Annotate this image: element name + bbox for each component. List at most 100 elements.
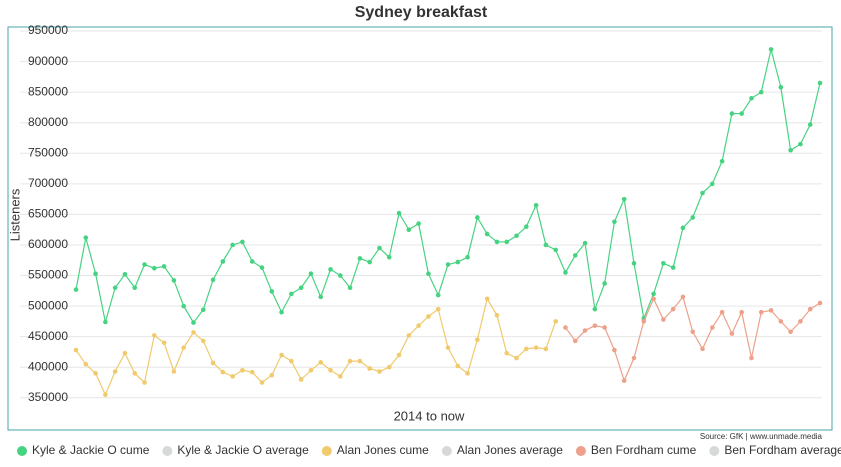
- data-point: [758, 309, 764, 315]
- data-point: [73, 287, 79, 292]
- data-point: [152, 333, 157, 338]
- data-point: [553, 319, 558, 324]
- data-point: [788, 147, 793, 153]
- data-point: [230, 374, 235, 379]
- data-point: [553, 247, 558, 253]
- data-point: [132, 371, 138, 376]
- data-point: [435, 306, 441, 312]
- data-point: [318, 294, 324, 300]
- data-point: [328, 267, 333, 272]
- data-point: [406, 227, 412, 232]
- data-point: [259, 265, 265, 270]
- data-point: [220, 259, 226, 264]
- data-point: [680, 294, 686, 300]
- data-point: [220, 369, 226, 375]
- data-point: [171, 369, 177, 374]
- data-point: [465, 371, 470, 376]
- data-point: [308, 271, 314, 277]
- data-point: [279, 352, 284, 358]
- data-point: [181, 345, 186, 350]
- legend-label: Alan Jones average: [457, 443, 563, 457]
- y-axis-label: Listeners: [7, 188, 22, 241]
- data-point: [631, 355, 637, 361]
- data-point: [700, 346, 705, 352]
- data-point: [572, 338, 578, 344]
- chart-title: Sydney breakfast: [355, 4, 488, 21]
- data-point: [768, 308, 774, 313]
- data-point: [749, 355, 754, 361]
- y-tick-label: 850000: [28, 84, 68, 98]
- series-line: [564, 295, 821, 383]
- data-point: [543, 346, 549, 352]
- data-point: [103, 319, 108, 325]
- y-tick-label: 550000: [28, 268, 68, 282]
- legend-label: Alan Jones cume: [337, 443, 429, 457]
- data-point: [377, 369, 382, 374]
- legend-swatch: [709, 446, 720, 456]
- data-point: [200, 338, 206, 344]
- y-tick-label: 450000: [28, 329, 68, 343]
- data-point: [367, 366, 372, 371]
- data-point: [83, 235, 89, 240]
- data-point: [690, 215, 696, 220]
- legend-label: Ben Fordham average: [724, 443, 841, 457]
- data-point: [807, 306, 813, 312]
- data-point: [161, 264, 167, 269]
- data-point: [181, 303, 186, 309]
- legend-swatch: [441, 446, 452, 456]
- y-tick-label: 650000: [28, 207, 68, 221]
- data-point: [661, 317, 666, 322]
- data-point: [768, 47, 774, 52]
- data-point: [357, 358, 363, 364]
- data-point: [298, 285, 304, 291]
- data-point: [504, 239, 510, 245]
- data-point: [602, 281, 607, 286]
- data-point: [396, 352, 402, 358]
- data-point: [778, 84, 784, 90]
- data-point: [93, 271, 98, 277]
- data-point: [690, 329, 696, 335]
- data-point: [670, 306, 676, 312]
- data-point: [269, 289, 275, 294]
- data-point: [357, 256, 363, 261]
- data-point: [719, 158, 725, 164]
- data-point: [475, 337, 480, 343]
- legend-label: Kyle & Jackie O average: [177, 443, 309, 457]
- data-point: [621, 196, 627, 202]
- source-note: Source: GfK | www.unmade.media: [700, 432, 823, 441]
- data-point: [191, 330, 196, 335]
- data-point: [710, 181, 715, 187]
- legend-swatch: [17, 446, 27, 456]
- data-point: [445, 345, 451, 350]
- series-line: [75, 49, 821, 324]
- data-point: [73, 347, 79, 353]
- data-point: [426, 271, 431, 277]
- data-point: [612, 219, 617, 225]
- data-point: [514, 233, 519, 239]
- data-point: [592, 306, 598, 312]
- data-point: [426, 314, 431, 319]
- data-point: [93, 371, 98, 376]
- data-point: [386, 254, 392, 260]
- data-point: [367, 259, 372, 265]
- data-point: [416, 221, 421, 226]
- x-axis-label: 2014 to now: [394, 408, 465, 423]
- data-point: [347, 285, 353, 291]
- data-point: [484, 231, 490, 237]
- y-tick-label: 800000: [28, 115, 68, 129]
- data-point: [563, 270, 568, 275]
- data-point: [798, 319, 803, 324]
- data-point: [112, 285, 118, 291]
- data-point: [338, 374, 343, 379]
- legend-swatch: [575, 446, 586, 456]
- y-tick-label: 400000: [28, 359, 68, 373]
- y-tick-label: 700000: [28, 176, 68, 190]
- series-line: [75, 297, 557, 397]
- data-point: [739, 111, 744, 116]
- data-point: [651, 296, 656, 302]
- data-point: [680, 225, 686, 231]
- data-point: [406, 333, 412, 338]
- data-point: [259, 380, 265, 385]
- data-point: [651, 291, 656, 297]
- data-point: [504, 350, 510, 356]
